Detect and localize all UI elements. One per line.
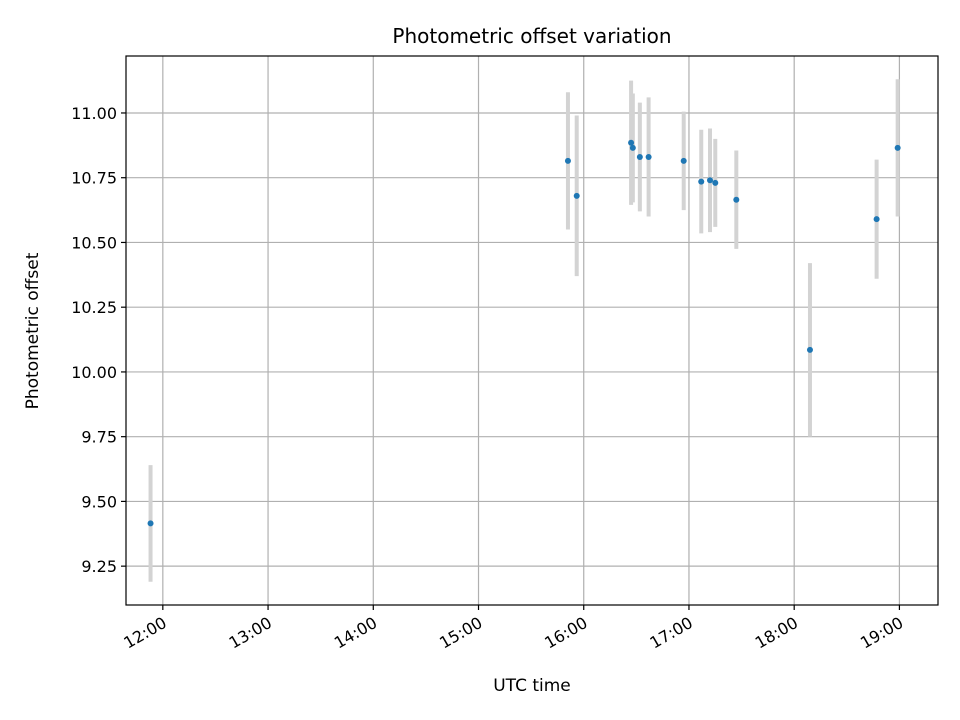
data-point — [573, 192, 580, 199]
data-point — [806, 346, 813, 353]
x-tick-label: 15:00 — [436, 613, 485, 653]
data-point — [680, 157, 687, 164]
y-tick-label: 10.50 — [71, 233, 117, 252]
y-tick-label: 9.25 — [81, 557, 117, 576]
x-tick-label: 14:00 — [331, 613, 380, 653]
data-point — [698, 178, 705, 185]
data-point — [147, 520, 154, 527]
chart-title: Photometric offset variation — [392, 24, 671, 48]
data-point — [712, 179, 719, 186]
data-point — [628, 139, 635, 146]
data-point — [645, 153, 652, 160]
data-point — [733, 196, 740, 203]
data-point — [629, 144, 636, 151]
y-tick-label: 10.75 — [71, 169, 117, 188]
grid — [126, 56, 938, 605]
y-tick-label: 9.75 — [81, 428, 117, 447]
x-tick-label: 13:00 — [226, 613, 275, 653]
y-tick-label: 10.00 — [71, 363, 117, 382]
x-axis-ticks: 12:00 13:00 14:00 15:00 16:00 17:00 18:00 19:00 — [120, 605, 906, 653]
data-point — [564, 157, 571, 164]
x-tick-label: 17:00 — [647, 613, 696, 653]
y-tick-label: 11.00 — [71, 104, 117, 123]
x-tick-label: 16:00 — [541, 613, 590, 653]
y-axis-label: Photometric offset — [23, 252, 43, 409]
data-point — [707, 177, 714, 184]
data-point — [894, 144, 901, 151]
x-tick-label: 12:00 — [120, 613, 169, 653]
data-points — [147, 139, 901, 527]
error-bars — [148, 79, 900, 582]
y-tick-label: 9.50 — [81, 492, 117, 511]
data-point — [873, 216, 880, 223]
x-tick-label: 19:00 — [857, 613, 906, 653]
plot-frame — [125, 55, 939, 606]
x-tick-label: 18:00 — [752, 613, 801, 653]
y-axis-ticks: 9.25 9.50 9.75 10.00 10.25 10.50 10.75 11.00 — [71, 104, 126, 576]
data-point — [636, 153, 643, 160]
x-axis-label: UTC time — [493, 676, 571, 696]
y-tick-label: 10.25 — [71, 298, 117, 317]
